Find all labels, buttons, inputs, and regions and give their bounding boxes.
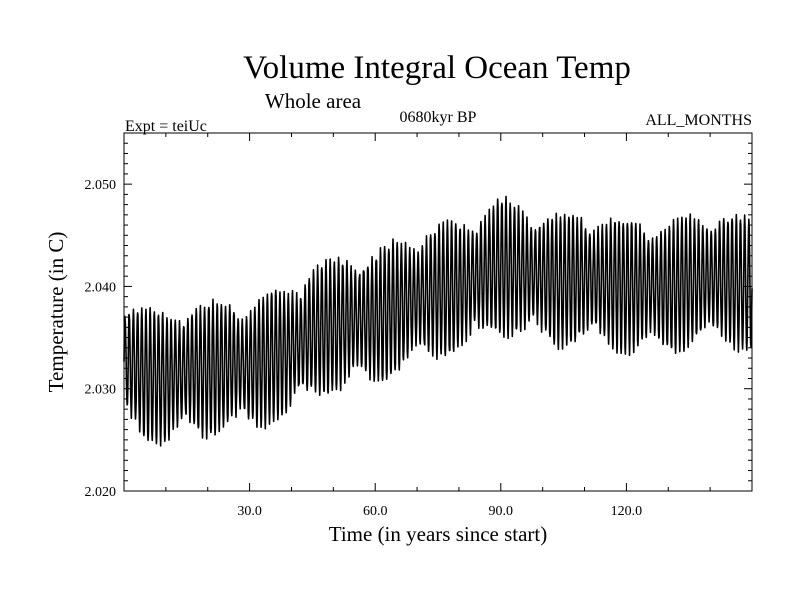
y-axis: 2.020 2.030 2.040 2.050 [85,132,752,500]
plot-area [123,195,753,447]
x-tick-label: 90.0 [489,504,514,519]
x-tick-label: 30.0 [237,504,262,519]
x-axis-label: Time (in years since start) [329,522,548,546]
period-label: 0680kyr BP [400,109,477,126]
plot-frame [123,132,753,492]
y-tick-label: 2.030 [85,383,117,398]
y-tick-label: 2.020 [85,485,117,500]
chart-title: Volume Integral Ocean Temp [243,50,631,86]
x-axis: 30.0 60.0 90.0 120.0 [123,133,753,519]
experiment-label: Expt = teiUc [125,118,207,135]
x-tick-label: 120.0 [611,504,643,519]
y-tick-label: 2.050 [85,178,117,193]
months-label: ALL_MONTHS [645,112,752,129]
chart-subtitle: Whole area [265,89,362,113]
y-axis-label: Temperature (in C) [44,232,68,393]
y-tick-label: 2.040 [85,280,117,295]
series-line-0 [123,195,753,447]
x-tick-label: 60.0 [363,504,388,519]
